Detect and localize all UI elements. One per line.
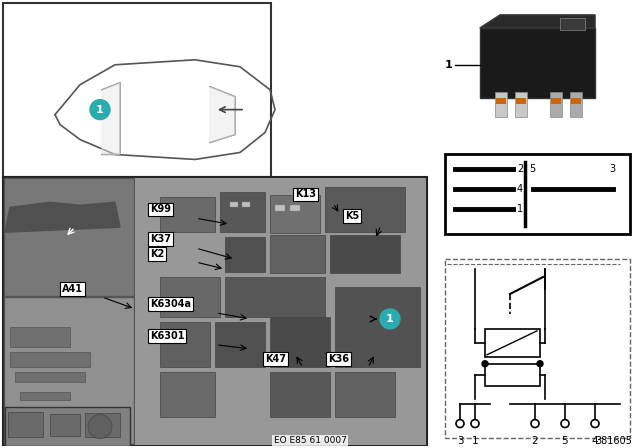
Circle shape [456, 420, 464, 427]
Bar [160, 372, 215, 417]
Bar [3, 3, 271, 177]
Bar [20, 392, 70, 400]
Text: 1: 1 [386, 314, 394, 324]
Bar [516, 98, 526, 103]
Bar [325, 187, 405, 232]
Bar [445, 10, 630, 129]
Bar [270, 317, 330, 367]
Text: A41: A41 [62, 284, 83, 294]
Bar [485, 364, 540, 386]
Bar [445, 259, 630, 439]
Bar [570, 92, 582, 116]
Bar [270, 195, 320, 233]
Bar [160, 197, 215, 232]
Text: K36: K36 [328, 354, 349, 364]
Text: 4: 4 [517, 184, 523, 194]
Text: 1: 1 [517, 204, 523, 214]
Circle shape [591, 420, 599, 427]
Text: EO E85 61 0007: EO E85 61 0007 [273, 436, 346, 445]
Circle shape [531, 420, 539, 427]
Bar [571, 98, 581, 103]
Bar [4, 297, 134, 444]
Circle shape [380, 309, 400, 329]
Bar [4, 178, 134, 296]
Bar [496, 98, 506, 103]
Text: K37: K37 [150, 234, 171, 244]
Text: 5: 5 [562, 435, 568, 445]
Circle shape [471, 420, 479, 427]
Bar [50, 414, 80, 435]
Polygon shape [210, 87, 235, 142]
Bar [85, 413, 120, 436]
Text: K13: K13 [295, 190, 316, 199]
Circle shape [88, 414, 112, 439]
Bar [330, 235, 400, 273]
Bar [3, 177, 427, 447]
Text: K6301: K6301 [150, 331, 184, 341]
Bar [160, 277, 220, 317]
Bar [15, 372, 85, 382]
Text: 381605: 381605 [595, 436, 632, 447]
Bar [485, 329, 540, 357]
Polygon shape [5, 202, 120, 232]
Bar [495, 92, 507, 116]
Polygon shape [102, 83, 120, 155]
Text: K47: K47 [265, 354, 286, 364]
Bar [230, 202, 238, 207]
Text: K6304a: K6304a [150, 299, 191, 309]
Bar [560, 18, 585, 30]
Text: 1: 1 [472, 435, 478, 445]
Bar [10, 352, 90, 367]
Circle shape [537, 361, 543, 367]
Text: K99: K99 [150, 204, 171, 214]
Bar [242, 202, 250, 207]
Bar [550, 92, 562, 116]
Bar [135, 178, 426, 445]
Bar [160, 322, 210, 367]
Bar [270, 235, 325, 273]
Bar [551, 98, 561, 103]
Text: 3: 3 [609, 164, 615, 174]
Bar [290, 205, 300, 211]
Bar [270, 372, 330, 417]
Bar [335, 372, 395, 417]
Text: K2: K2 [150, 249, 164, 259]
Bar [220, 192, 265, 232]
Text: 2: 2 [532, 435, 538, 445]
Bar [480, 28, 595, 98]
Bar [515, 92, 527, 116]
Circle shape [482, 361, 488, 367]
Bar [445, 155, 630, 234]
Text: 1: 1 [96, 105, 104, 115]
Text: 4: 4 [592, 435, 598, 445]
Bar [215, 322, 265, 367]
Polygon shape [480, 15, 595, 28]
Bar [8, 412, 43, 436]
Bar [225, 237, 265, 272]
Bar [225, 277, 325, 317]
Bar [5, 407, 130, 447]
Circle shape [90, 99, 110, 120]
Text: 1: 1 [444, 60, 452, 70]
Bar [335, 287, 420, 367]
Bar [275, 205, 285, 211]
Circle shape [561, 420, 569, 427]
Bar [10, 327, 70, 347]
Text: 3: 3 [457, 435, 463, 445]
Text: K5: K5 [345, 211, 359, 221]
Text: 2: 2 [517, 164, 524, 174]
Text: 5: 5 [529, 164, 535, 174]
